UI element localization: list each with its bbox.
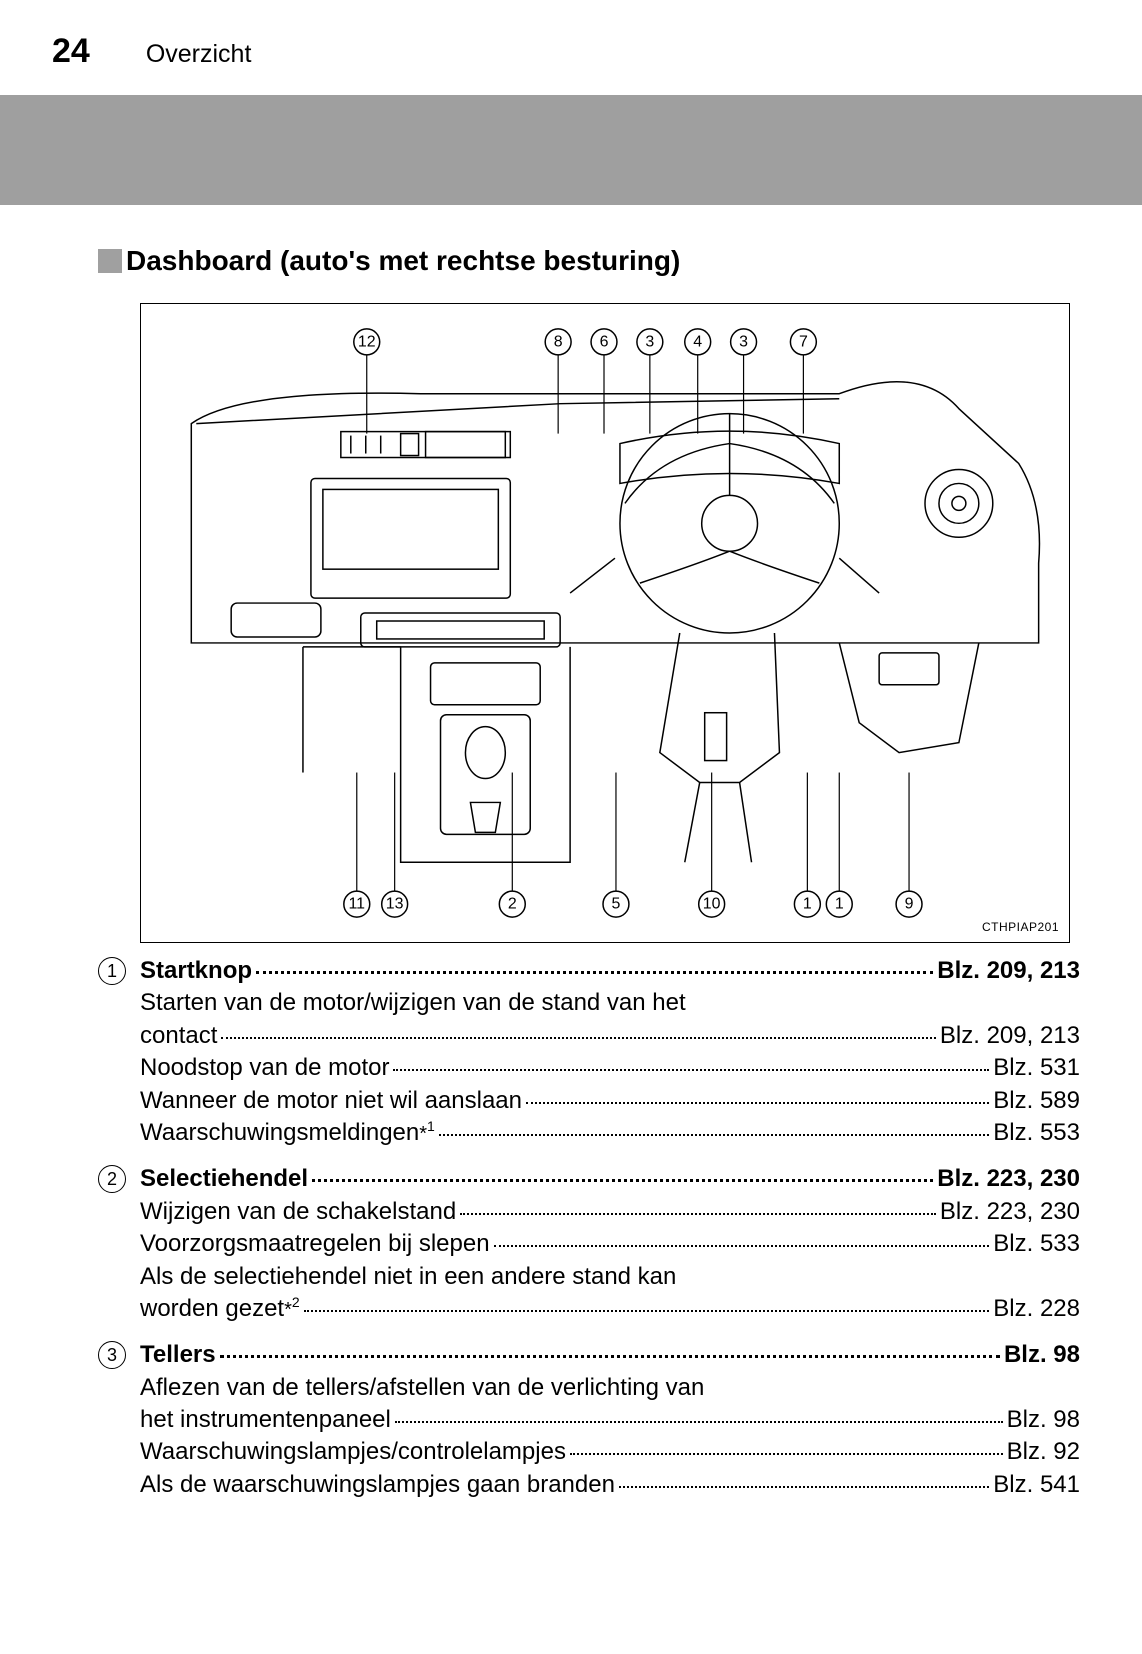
index-sub-text: Wijzigen van de schakelstand bbox=[140, 1196, 456, 1228]
dashboard-diagram: 12863437 11132510119 CTHPIAP201 bbox=[140, 303, 1070, 943]
index-sub-page: Blz. 92 bbox=[1007, 1436, 1080, 1468]
index-sub-text: Voorzorgsmaatregelen bij slepen bbox=[140, 1228, 490, 1260]
index-sub-text: Als de selectiehendel niet in een andere… bbox=[140, 1261, 1080, 1293]
page-number: 24 bbox=[52, 32, 90, 71]
header-row: 24 Overzicht bbox=[0, 0, 1142, 95]
index-sub-text: Als de waarschuwingslampjes gaan branden bbox=[140, 1469, 615, 1501]
index-sub-text: Wanneer de motor niet wil aanslaan bbox=[140, 1085, 522, 1117]
index-item-number: 1 bbox=[98, 957, 126, 985]
section-title-row: Dashboard (auto's met rechtse besturing) bbox=[98, 245, 1080, 277]
dashboard-svg: 12863437 11132510119 bbox=[141, 304, 1069, 942]
index-sub-text: Aflezen van de tellers/afstellen van de … bbox=[140, 1372, 1080, 1404]
index-sub-page: Blz. 98 bbox=[1007, 1404, 1080, 1436]
callout-number: 3 bbox=[739, 333, 748, 350]
callout-number: 7 bbox=[799, 333, 808, 350]
index-sub-page: Blz. 553 bbox=[993, 1117, 1080, 1149]
index-item-number: 2 bbox=[98, 1165, 126, 1193]
title-bullet-block bbox=[98, 249, 122, 273]
index-sub-page: Blz. 589 bbox=[993, 1085, 1080, 1117]
index-item-title: Tellers bbox=[140, 1339, 216, 1371]
index-sub-page: Blz. 541 bbox=[993, 1469, 1080, 1501]
index-sub-text: Waarschuwingsmeldingen*1 bbox=[140, 1117, 435, 1149]
index-item: 3 Tellers Blz. 98Aflezen van de tellers/a… bbox=[98, 1339, 1080, 1501]
index-sub-text: Noodstop van de motor bbox=[140, 1052, 389, 1084]
index-item-title-page: Blz. 98 bbox=[1004, 1339, 1080, 1371]
index-item-body: Selectiehendel Blz. 223, 230 Wijzigen van… bbox=[140, 1163, 1080, 1325]
callout-number: 6 bbox=[600, 333, 609, 350]
content-area: Dashboard (auto's met rechtse besturing) bbox=[0, 205, 1142, 1501]
index-item: 1 Startknop Blz. 209, 213Starten van de m… bbox=[98, 955, 1080, 1149]
callout-number: 10 bbox=[703, 896, 721, 913]
index-item-title: Selectiehendel bbox=[140, 1163, 308, 1195]
breadcrumb: Overzicht bbox=[146, 40, 252, 69]
index-list: 1 Startknop Blz. 209, 213Starten van de m… bbox=[98, 943, 1080, 1501]
gray-header-bar bbox=[0, 95, 1142, 205]
index-item: 2 Selectiehendel Blz. 223, 230 Wijzigen va… bbox=[98, 1163, 1080, 1325]
callout-number: 1 bbox=[835, 896, 844, 913]
callout-number: 9 bbox=[905, 896, 914, 913]
callout-number: 5 bbox=[612, 896, 621, 913]
callout-number: 3 bbox=[645, 333, 654, 350]
index-item-title-page: Blz. 223, 230 bbox=[937, 1163, 1080, 1195]
callout-number: 11 bbox=[349, 896, 366, 913]
index-item-title: Startknop bbox=[140, 955, 252, 987]
index-sub-text-cont: het instrumentenpaneel bbox=[140, 1404, 391, 1436]
index-item-body: Startknop Blz. 209, 213Starten van de mo… bbox=[140, 955, 1080, 1149]
callout-number: 4 bbox=[693, 333, 702, 350]
callout-number: 1 bbox=[803, 896, 812, 913]
index-sub-text: Starten van de motor/wijzigen van de sta… bbox=[140, 987, 1080, 1019]
index-sub-text: Waarschuwingslampjes/controlelampjes bbox=[140, 1436, 566, 1468]
index-sub-page: Blz. 209, 213 bbox=[940, 1020, 1080, 1052]
index-sub-page: Blz. 531 bbox=[993, 1052, 1080, 1084]
index-sub-page: Blz. 228 bbox=[993, 1293, 1080, 1325]
index-sub-page: Blz. 223, 230 bbox=[940, 1196, 1080, 1228]
callout-number: 2 bbox=[508, 896, 517, 913]
callout-number: 8 bbox=[554, 333, 563, 350]
index-sub-page: Blz. 533 bbox=[993, 1228, 1080, 1260]
index-item-title-page: Blz. 209, 213 bbox=[937, 955, 1080, 987]
index-item-body: Tellers Blz. 98Aflezen van de tellers/af… bbox=[140, 1339, 1080, 1501]
callout-number: 13 bbox=[386, 896, 404, 913]
callout-number: 12 bbox=[358, 333, 376, 350]
index-item-number: 3 bbox=[98, 1341, 126, 1369]
index-sub-text-cont: contact bbox=[140, 1020, 217, 1052]
section-title: Dashboard (auto's met rechtse besturing) bbox=[126, 245, 680, 277]
diagram-image-id: CTHPIAP201 bbox=[982, 920, 1059, 934]
index-sub-text-cont: worden gezet*2 bbox=[140, 1293, 300, 1325]
